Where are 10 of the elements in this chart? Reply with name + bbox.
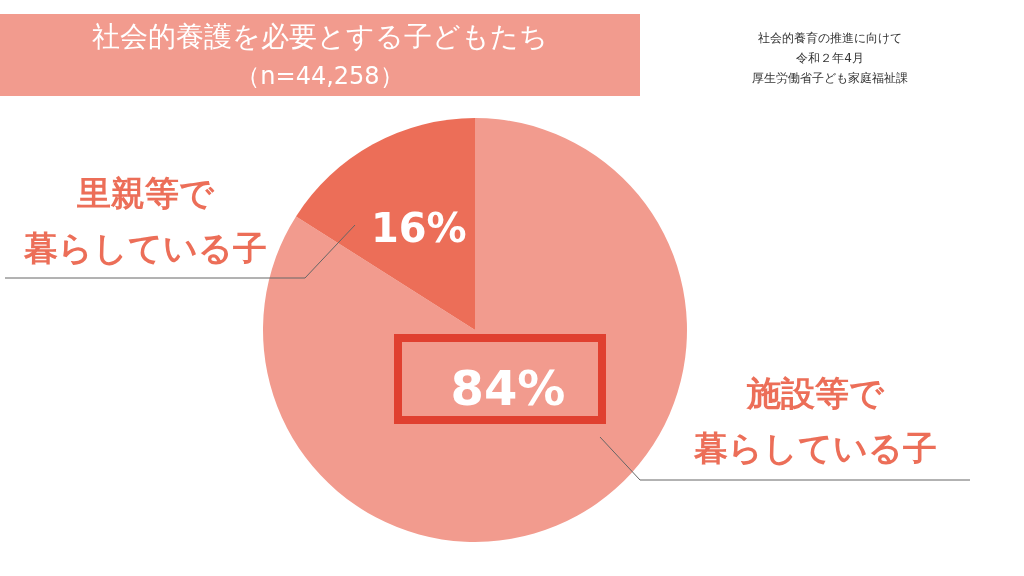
slice-label: 施設等で暮らしている子 (692, 373, 937, 468)
data-label: 16% (370, 204, 467, 251)
slice-label: 里親等で暮らしている子 (22, 173, 267, 268)
text: 厚生労働省子ども家庭福祉課 (752, 71, 908, 85)
pie-slice (296, 118, 475, 330)
text: 令和２年4月 (796, 51, 864, 65)
text: 社会的養育の推進に向けて (758, 31, 902, 45)
chart-title: 社会的養護を必要とする子どもたち (92, 20, 548, 53)
data-label: 84% (450, 360, 566, 416)
chart-subtitle: （n=44,258） (236, 62, 404, 90)
